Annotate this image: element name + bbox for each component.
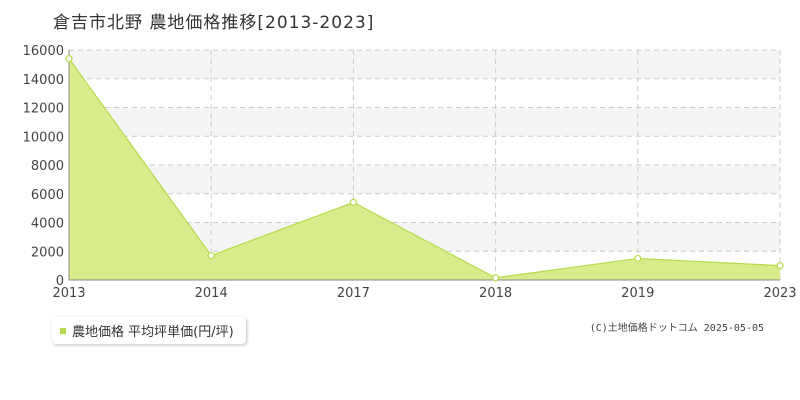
- series-area-fill: [69, 58, 780, 280]
- series-line: [68, 58, 781, 279]
- data-point-marker: [65, 55, 73, 63]
- y-tick-label: 2000: [31, 245, 64, 260]
- y-tick-label: 0: [56, 274, 64, 289]
- data-point-marker: [207, 251, 215, 260]
- y-tick-label: 16000: [23, 44, 64, 59]
- y-tick-label: 8000: [31, 159, 64, 174]
- tick-labels: 0 2000 4000 6000 8000 10000 12000 14000 16000 201…: [23, 44, 797, 301]
- x-tick-label: 2023: [763, 286, 796, 301]
- y-tick-label: 6000: [31, 188, 64, 203]
- y-tick-label: 10000: [23, 130, 64, 145]
- x-tick-label: 2018: [479, 286, 512, 301]
- y-tick-label: 14000: [23, 73, 64, 88]
- legend: 農地価格 平均坪単価(円/坪): [52, 317, 246, 344]
- plot-band: [69, 50, 780, 79]
- copyright-text: (C)土地価格ドットコム 2025-05-05: [589, 323, 764, 334]
- data-point-marker: [634, 254, 642, 263]
- axes: [68, 50, 780, 281]
- x-tick-label: 2017: [337, 286, 370, 301]
- chart-title: 倉吉市北野 農地価格推移[2013-2023]: [53, 13, 375, 33]
- x-tick-label: 2013: [52, 286, 85, 301]
- plot-band: [69, 107, 780, 137]
- data-point-marker: [776, 262, 784, 270]
- series-area: [68, 58, 781, 280]
- legend-marker-icon: [60, 327, 66, 334]
- y-tick-label: 12000: [23, 102, 64, 117]
- data-point-marker: [349, 198, 357, 206]
- y-tick-label: 4000: [31, 217, 64, 232]
- legend-label: 農地価格 平均坪単価(円/坪): [72, 325, 234, 340]
- x-tick-label: 2014: [195, 286, 228, 301]
- data-markers: [65, 55, 784, 282]
- plot-band: [69, 165, 780, 194]
- data-point-marker: [492, 274, 500, 282]
- x-tick-label: 2019: [621, 286, 654, 301]
